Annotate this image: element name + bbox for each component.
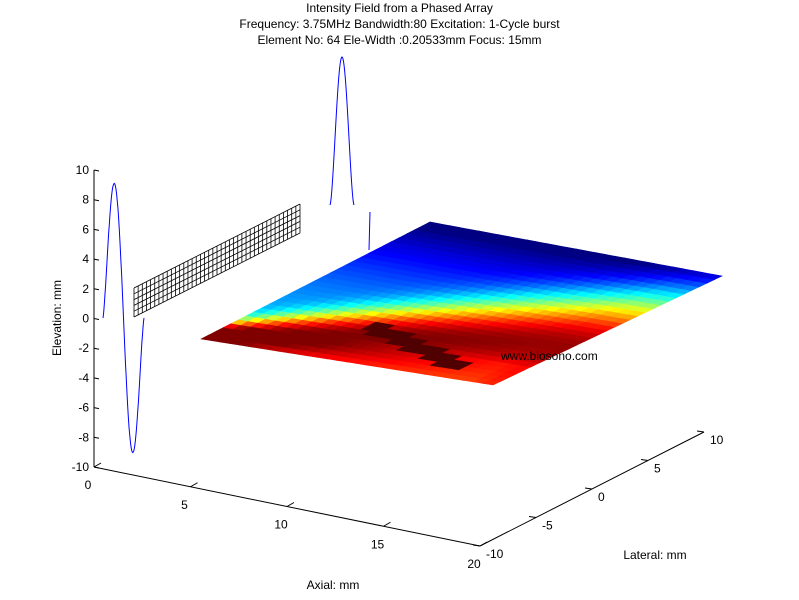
axial-tick bbox=[190, 482, 198, 488]
lateral-tick bbox=[584, 487, 593, 490]
elevation-axis-label: Elevation: mm bbox=[50, 280, 64, 356]
elevation-tick bbox=[93, 407, 100, 410]
lateral-tick bbox=[528, 516, 537, 518]
elevation-tick bbox=[93, 466, 100, 469]
axial-tick bbox=[479, 541, 488, 547]
axial-tick bbox=[93, 462, 102, 468]
elevation-tick bbox=[93, 228, 100, 231]
elevation-tick bbox=[93, 436, 100, 439]
axis-ticks: -10 -8 -6 -4 -2 0 2 4 6 8 10 0 5 10 15 20 -10 -5 0 5 10 bbox=[72, 163, 724, 571]
excitation-waveform-far-tail bbox=[368, 211, 371, 251]
lateral-tick-label: 5 bbox=[654, 462, 661, 476]
excitation-waveforms bbox=[102, 56, 371, 454]
lateral-tick bbox=[696, 430, 705, 433]
lateral-tick bbox=[640, 459, 649, 461]
elevation-tick-label: 4 bbox=[82, 252, 89, 266]
axial-tick-label: 5 bbox=[181, 498, 188, 512]
lateral-tick-label: -10 bbox=[486, 547, 504, 561]
axial-tick bbox=[286, 502, 295, 507]
axial-tick-label: 10 bbox=[274, 518, 288, 532]
axial-tick bbox=[383, 521, 391, 527]
elevation-tick-label: 2 bbox=[82, 282, 89, 296]
elevation-tick bbox=[93, 318, 100, 320]
elevation-tick bbox=[93, 258, 100, 261]
array-row-line bbox=[133, 215, 301, 300]
array-row-line bbox=[133, 232, 301, 318]
chart-subtitle-frequency: Frequency: 3.75MHz Bandwidth:80 Excitati… bbox=[239, 17, 560, 31]
array-row-line bbox=[133, 226, 301, 312]
axial-axis-label: Axial: mm bbox=[307, 578, 360, 592]
elevation-tick-label: -2 bbox=[78, 341, 89, 355]
chart-subtitle-element: Element No: 64 Ele-Width :0.20533mm Focu… bbox=[257, 33, 542, 47]
elevation-tick bbox=[93, 347, 100, 350]
axial-tick-label: 15 bbox=[371, 537, 385, 551]
elevation-tick-label: 0 bbox=[82, 312, 89, 326]
array-row-line bbox=[133, 221, 301, 306]
elevation-tick-label: -10 bbox=[72, 460, 90, 474]
axial-tick-label: 0 bbox=[85, 478, 92, 492]
watermark-annotation: www.biosono.com bbox=[500, 349, 598, 363]
intensity-surface bbox=[200, 221, 723, 386]
elevation-tick bbox=[93, 288, 100, 291]
lateral-axis-label: Lateral: mm bbox=[623, 548, 686, 562]
axial-tick-label: 20 bbox=[467, 557, 481, 571]
array-row-line bbox=[133, 203, 301, 289]
elevation-tick-label: 8 bbox=[82, 193, 89, 207]
lateral-tick-label: 0 bbox=[598, 490, 605, 504]
elevation-tick-label: 10 bbox=[76, 163, 90, 177]
surface-cell bbox=[703, 273, 723, 280]
array-row-line bbox=[133, 209, 301, 295]
elevation-tick bbox=[93, 377, 100, 380]
elevation-tick bbox=[93, 169, 100, 172]
excitation-waveform-near bbox=[102, 182, 145, 454]
lateral-tick-label: -5 bbox=[542, 519, 553, 533]
elevation-tick bbox=[93, 199, 100, 202]
elevation-tick-label: -8 bbox=[78, 430, 89, 444]
chart-title: Intensity Field from a Phased Array bbox=[306, 1, 493, 15]
lateral-tick bbox=[472, 544, 481, 547]
transducer-array-mesh bbox=[133, 203, 301, 318]
elevation-tick-label: -4 bbox=[78, 371, 89, 385]
excitation-waveform-far bbox=[329, 56, 355, 206]
elevation-tick-label: -6 bbox=[78, 401, 89, 415]
elevation-tick-label: 6 bbox=[82, 222, 89, 236]
lateral-tick-label: 10 bbox=[710, 433, 724, 447]
